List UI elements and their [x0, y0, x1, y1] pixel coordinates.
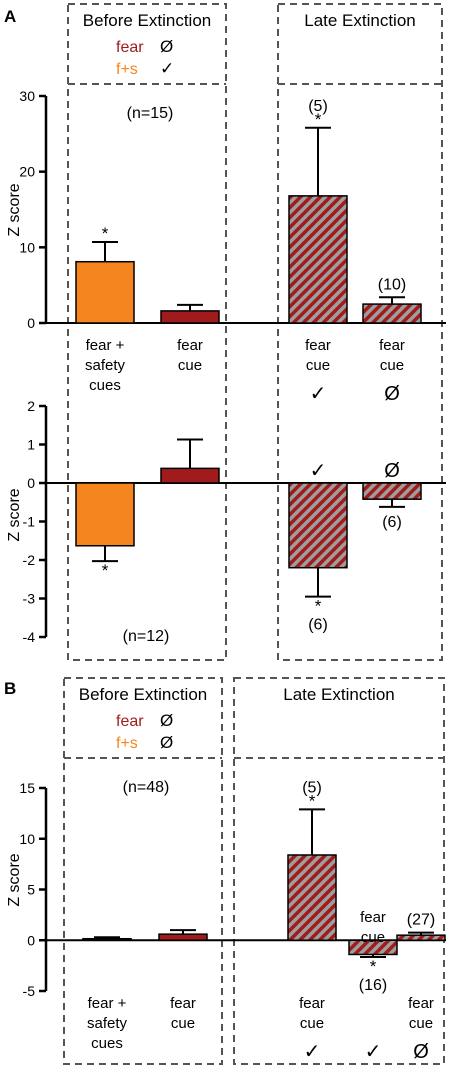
- b-before-title: Before Extinction: [79, 685, 208, 704]
- A-top-y-tick-label: 30: [19, 88, 35, 104]
- A-top-category-label: cue: [306, 357, 330, 374]
- a-legend-fs-mark: ✓: [160, 59, 174, 78]
- B-mark: ✓: [365, 1041, 382, 1063]
- a-top-n-label: (n=15): [127, 105, 174, 122]
- B-category-label: cue: [300, 1015, 324, 1032]
- A-top-y-tick-label: 0: [27, 315, 35, 331]
- B-category-label: safety: [87, 1015, 128, 1032]
- A-bottom-bar: [362, 482, 422, 500]
- B-bar: [287, 854, 337, 941]
- A-top-n-label: (5): [308, 98, 328, 115]
- B-n-label: (27): [407, 912, 435, 929]
- B-category-label: cue: [361, 929, 385, 946]
- b-late-title: Late Extinction: [283, 685, 395, 704]
- A-top-bar: [160, 310, 220, 324]
- A-top-y-tick-label: 20: [19, 164, 35, 180]
- b-before-box: [63, 677, 223, 1065]
- A-top-bar: [288, 195, 348, 324]
- A-top-significance-star: *: [102, 224, 109, 243]
- A-top-category-label: safety: [85, 357, 126, 374]
- B-bar: [396, 934, 446, 941]
- B-y-tick-label: 10: [19, 831, 35, 847]
- A-bottom-n-label: (6): [308, 617, 328, 634]
- b-n-label: (n=48): [123, 779, 170, 796]
- A-top-category-label: fear +: [86, 337, 125, 354]
- A-top-significance-star: *: [315, 110, 322, 129]
- A-top-bar: [75, 260, 135, 324]
- panel-label-a: A: [4, 7, 16, 26]
- B-y-tick-label: 5: [27, 882, 35, 898]
- B-n-label: (16): [359, 977, 387, 994]
- A-bottom-mark: ✓: [310, 460, 327, 482]
- A-top-category-label: cues: [89, 377, 121, 394]
- B-n-label: (5): [302, 779, 322, 796]
- B-mark: ✓: [304, 1041, 321, 1063]
- B-category-label: fear: [299, 995, 325, 1012]
- B-significance-star: *: [370, 957, 377, 976]
- A-bottom-y-tick-label: -1: [23, 514, 36, 530]
- A-bottom-y-tick-label: -2: [23, 552, 36, 568]
- B-category-label: cue: [409, 1015, 433, 1032]
- A-top-mark: Ø: [384, 383, 400, 405]
- A-bottom-bar: [288, 482, 348, 569]
- A-bottom-significance-star: *: [315, 597, 322, 616]
- A-top-category-label: cue: [178, 357, 202, 374]
- a-legend-fear: fear: [116, 39, 144, 56]
- A-bottom-y-tick-label: 2: [27, 398, 35, 414]
- a-late-box: [277, 3, 443, 661]
- b-legend-fs: f+s: [116, 735, 138, 752]
- B-y-tick-label: 0: [27, 932, 35, 948]
- a-before-box: [67, 3, 227, 661]
- a-before-title: Before Extinction: [83, 11, 212, 30]
- a-bottom-y-title: Z score: [6, 488, 23, 541]
- A-top-category-label: fear: [305, 337, 331, 354]
- b-legend-fear: fear: [116, 713, 144, 730]
- A-top-n-label: (10): [378, 276, 406, 293]
- A-top-mark: ✓: [310, 383, 327, 405]
- A-bottom-y-tick-label: -4: [23, 629, 36, 645]
- b-legend-fear-mark: Ø: [160, 711, 173, 730]
- a-legend-fs: f+s: [116, 61, 138, 78]
- B-y-tick-label: -5: [23, 983, 36, 999]
- A-bottom-y-tick-label: -3: [23, 591, 36, 607]
- B-category-label: cues: [91, 1035, 123, 1052]
- B-category-label: cue: [171, 1015, 195, 1032]
- B-category-label: fear: [170, 995, 196, 1012]
- A-top-y-tick-label: 10: [19, 239, 35, 255]
- panel-label-b: B: [4, 679, 16, 698]
- A-bottom-y-tick-label: 1: [27, 437, 35, 453]
- B-category-label: fear +: [88, 995, 127, 1012]
- A-top-bar: [362, 303, 422, 324]
- A-bottom-significance-star: *: [102, 561, 109, 580]
- b-legend-fs-mark: Ø: [160, 733, 173, 752]
- B-category-label: fear: [360, 909, 386, 926]
- A-bottom-bar: [160, 467, 220, 484]
- a-bottom-n-label: (n=12): [123, 628, 170, 645]
- a-top-y-title: Z score: [6, 183, 23, 236]
- B-bar: [158, 933, 208, 941]
- A-top-category-label: fear: [177, 337, 203, 354]
- B-bar: [82, 937, 132, 941]
- B-category-label: fear: [408, 995, 434, 1012]
- A-bottom-mark: Ø: [384, 460, 400, 482]
- A-top-category-label: fear: [379, 337, 405, 354]
- a-late-title: Late Extinction: [304, 11, 416, 30]
- A-bottom-n-label: (6): [382, 514, 402, 531]
- A-top-category-label: cue: [380, 357, 404, 374]
- A-bottom-bar: [75, 482, 135, 547]
- b-y-title: Z score: [6, 853, 23, 906]
- B-significance-star: *: [309, 791, 316, 810]
- B-y-tick-label: 15: [19, 780, 35, 796]
- A-bottom-y-tick-label: 0: [27, 475, 35, 491]
- b-late-box: [233, 677, 445, 1065]
- B-mark: Ø: [413, 1041, 429, 1063]
- a-legend-fear-mark: Ø: [160, 37, 173, 56]
